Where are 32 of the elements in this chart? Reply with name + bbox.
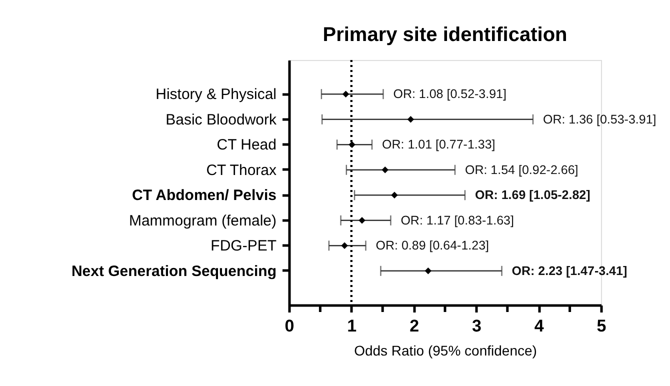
y-tick-label: Basic Bloodwork [166,111,277,128]
annotation: OR: 1.08 [0.52-3.91] [393,87,506,102]
point [391,192,398,198]
x-tick-label: 1 [347,316,357,336]
point [424,268,432,274]
annotation: OR: 0.89 [0.64-1.23] [376,238,490,253]
point [342,90,350,98]
point [358,217,366,224]
annotation: OR: 1.54 [0.92-2.66] [464,162,578,177]
y-tick-label: History & Physical [156,86,276,104]
x-tick-label: 3 [472,316,482,336]
annotation: OR: 1.01 [0.77-1.33] [382,138,496,152]
x-tick-label: 0 [284,316,294,336]
point [348,141,356,148]
point [407,116,414,123]
y-tick-label: Mammogram (female) [128,212,276,230]
y-tick-label: Next Generation Sequencing [71,262,276,280]
y-tick-label: FDG-PET [210,238,276,255]
point [341,242,348,249]
x-tick-label: 4 [534,316,544,336]
point [382,166,388,174]
x-tick-label: 5 [596,316,606,336]
y-tick-label: CT Abdomen/ Pelvis [132,187,276,204]
y-tick-label: CT Thorax [206,162,277,179]
annotation: OR: 1.17 [0.83-1.63] [400,213,514,228]
x-axis-title: Odds Ratio (95% confidence) [354,342,537,358]
x-tick-label: 2 [410,316,420,336]
y-tick-label: CT Head [216,136,276,154]
annotation: OR: 2.23 [1.47-3.41] [512,264,628,278]
chart-title: Primary site identification [322,24,568,46]
annotation: OR: 1.36 [0.53-3.91] [542,112,656,126]
annotation: OR: 1.69 [1.05-2.82] [474,188,590,202]
